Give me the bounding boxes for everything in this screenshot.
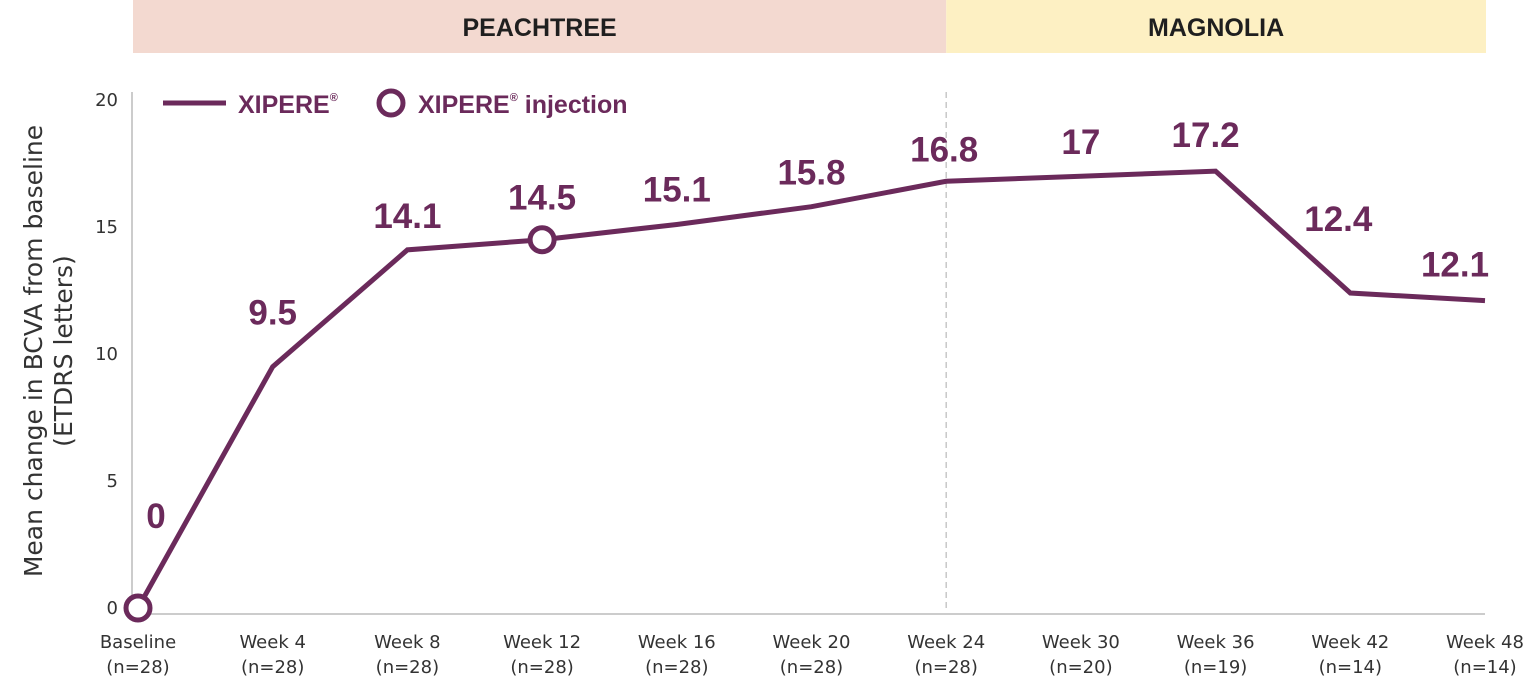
legend-injection-label-main: XIPERE bbox=[418, 91, 510, 119]
band-label-peachtree: PEACHTREE bbox=[463, 14, 617, 42]
y-tick-label: 20 bbox=[95, 90, 118, 111]
injection-marker-icon bbox=[123, 593, 153, 623]
x-tick-label: Week 20 bbox=[773, 632, 851, 653]
legend: XIPERE® XIPERE® injection bbox=[163, 88, 628, 119]
x-tick-n-label: (n=28) bbox=[780, 657, 843, 678]
x-tick-n-label: (n=20) bbox=[1049, 657, 1112, 678]
data-label: 0 bbox=[146, 497, 165, 536]
data-label: 17 bbox=[1061, 123, 1100, 162]
y-axis-label-line2: (ETDRS letters) bbox=[49, 255, 78, 447]
y-tick-label: 5 bbox=[107, 471, 118, 492]
legend-injection-marker-icon bbox=[376, 88, 406, 118]
band-peachtree bbox=[133, 0, 947, 53]
x-tick-n-label: (n=28) bbox=[106, 657, 169, 678]
y-tick-label: 0 bbox=[107, 598, 118, 619]
x-tick-n-label: (n=14) bbox=[1319, 657, 1382, 678]
x-tick-n-label: (n=28) bbox=[645, 657, 708, 678]
data-label: 14.1 bbox=[373, 197, 441, 236]
x-tick-label: Week 4 bbox=[239, 632, 306, 653]
y-axis-label: Mean change in BCVA from baseline(ETDRS … bbox=[19, 125, 78, 577]
x-tick-label: Week 16 bbox=[638, 632, 716, 653]
series-xipere bbox=[123, 168, 1486, 623]
x-tick-label: Week 48 bbox=[1446, 632, 1524, 653]
y-tick-label: 15 bbox=[95, 217, 118, 238]
data-label: 16.8 bbox=[910, 130, 978, 169]
legend-line-label: XIPERE® bbox=[238, 91, 338, 119]
data-label: 15.8 bbox=[777, 154, 845, 193]
x-tick-n-label: (n=28) bbox=[914, 657, 977, 678]
data-label: 12.4 bbox=[1304, 200, 1373, 239]
x-tick-label: Week 42 bbox=[1311, 632, 1389, 653]
x-tick-n-label: (n=19) bbox=[1184, 657, 1247, 678]
y-axis-label-line1: Mean change in BCVA from baseline bbox=[19, 125, 48, 577]
data-label: 12.1 bbox=[1421, 246, 1489, 285]
study-bands: PEACHTREE MAGNOLIA bbox=[133, 0, 1486, 53]
x-tick-n-label: (n=14) bbox=[1453, 657, 1516, 678]
x-tick-n-label: (n=28) bbox=[376, 657, 439, 678]
series-line-xipere bbox=[135, 168, 1486, 610]
x-tick-label: Baseline bbox=[100, 632, 176, 653]
x-tick-n-label: (n=28) bbox=[241, 657, 304, 678]
x-tick-label: Week 36 bbox=[1177, 632, 1255, 653]
axes: 0 5 10 15 20 Baseline (n=28) Week 4 (n=28) Week 8… bbox=[19, 90, 1524, 678]
x-tick-label: Week 30 bbox=[1042, 632, 1120, 653]
data-label: 15.1 bbox=[643, 170, 711, 209]
data-label: 14.5 bbox=[508, 179, 576, 218]
data-label: 17.2 bbox=[1172, 116, 1240, 155]
band-magnolia bbox=[946, 0, 1486, 53]
x-tick-label: Week 8 bbox=[374, 632, 441, 653]
legend-injection-label-rest: injection bbox=[518, 91, 628, 119]
injection-marker-icon bbox=[527, 225, 557, 255]
legend-injection-label: XIPERE® injection bbox=[418, 91, 628, 119]
y-tick-label: 10 bbox=[95, 344, 118, 365]
legend-line-label-text: XIPERE bbox=[238, 91, 330, 119]
data-labels: 0 9.5 14.1 14.5 15.1 15.8 16.8 17 17.2 12.4 12.1 bbox=[146, 116, 1489, 536]
x-tick-label: Week 12 bbox=[503, 632, 581, 653]
x-tick-n-label: (n=28) bbox=[510, 657, 573, 678]
band-label-magnolia: MAGNOLIA bbox=[1148, 14, 1284, 42]
legend-injection-superscript: ® bbox=[510, 92, 518, 104]
data-label: 9.5 bbox=[248, 294, 297, 333]
legend-line-superscript: ® bbox=[330, 92, 338, 104]
x-tick-label: Week 24 bbox=[907, 632, 985, 653]
